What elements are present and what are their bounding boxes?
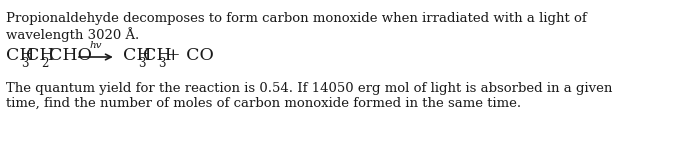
Text: CH: CH [123, 47, 152, 64]
Text: 3: 3 [158, 57, 165, 70]
Text: CHO: CHO [49, 47, 93, 64]
Text: 3: 3 [21, 57, 29, 70]
Text: hv: hv [90, 41, 102, 50]
Text: wavelength 3020 Å.: wavelength 3020 Å. [6, 27, 139, 42]
Text: CH: CH [6, 47, 35, 64]
Text: 3: 3 [138, 57, 145, 70]
Text: The quantum yield for the reaction is 0.54. If 14050 erg mol of light is absorbe: The quantum yield for the reaction is 0.… [6, 82, 613, 95]
Text: Propionaldehyde decomposes to form carbon monoxide when irradiated with a light : Propionaldehyde decomposes to form carbo… [6, 12, 587, 25]
Text: 2: 2 [42, 57, 49, 70]
Text: + CO: + CO [166, 47, 214, 64]
Text: CH: CH [143, 47, 172, 64]
Text: time, find the number of moles of carbon monoxide formed in the same time.: time, find the number of moles of carbon… [6, 97, 521, 110]
Text: CH: CH [27, 47, 55, 64]
